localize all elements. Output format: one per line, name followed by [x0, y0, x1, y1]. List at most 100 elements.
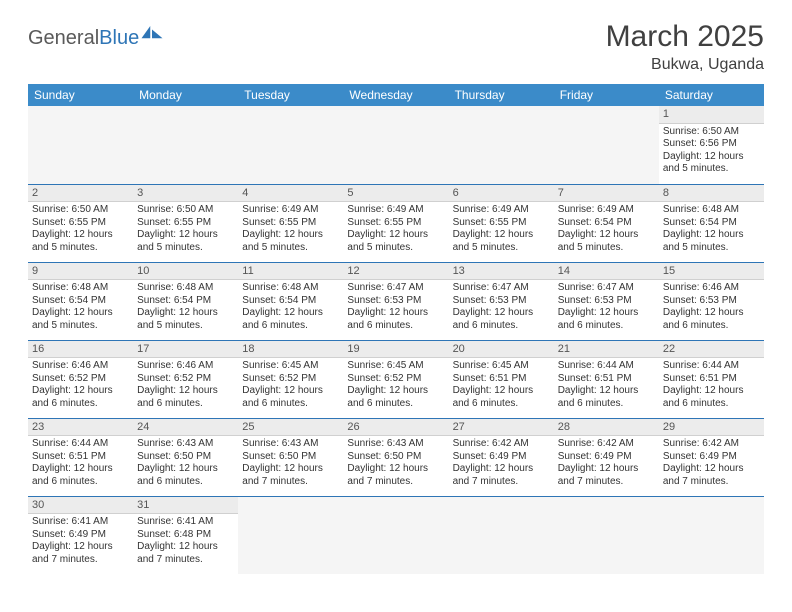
sunset-text: Sunset: 6:49 PM [558, 451, 655, 464]
daylight-text: Daylight: 12 hours and 6 minutes. [242, 385, 339, 410]
daylight-text: Daylight: 12 hours and 6 minutes. [558, 307, 655, 332]
sunset-text: Sunset: 6:49 PM [453, 451, 550, 464]
daylight-text: Daylight: 12 hours and 5 minutes. [558, 229, 655, 254]
calendar-cell: 31Sunrise: 6:41 AMSunset: 6:48 PMDayligh… [133, 496, 238, 574]
sail-icon [141, 26, 163, 40]
day-body: Sunrise: 6:50 AMSunset: 6:56 PMDaylight:… [659, 124, 764, 179]
day-body: Sunrise: 6:42 AMSunset: 6:49 PMDaylight:… [449, 436, 554, 491]
calendar-cell: 7Sunrise: 6:49 AMSunset: 6:54 PMDaylight… [554, 184, 659, 262]
daylight-text: Daylight: 12 hours and 6 minutes. [558, 385, 655, 410]
weekday-header: Wednesday [343, 84, 448, 106]
sunrise-text: Sunrise: 6:47 AM [453, 282, 550, 295]
calendar-cell [554, 106, 659, 184]
calendar-cell [343, 106, 448, 184]
calendar-cell: 13Sunrise: 6:47 AMSunset: 6:53 PMDayligh… [449, 262, 554, 340]
sunset-text: Sunset: 6:53 PM [347, 295, 444, 308]
calendar-week-row: 9Sunrise: 6:48 AMSunset: 6:54 PMDaylight… [28, 262, 764, 340]
daylight-text: Daylight: 12 hours and 7 minutes. [663, 463, 760, 488]
sunrise-text: Sunrise: 6:48 AM [32, 282, 129, 295]
sunset-text: Sunset: 6:51 PM [453, 373, 550, 386]
sunset-text: Sunset: 6:48 PM [137, 529, 234, 542]
day-number: 17 [133, 341, 238, 359]
calendar-cell: 17Sunrise: 6:46 AMSunset: 6:52 PMDayligh… [133, 340, 238, 418]
day-body: Sunrise: 6:44 AMSunset: 6:51 PMDaylight:… [554, 358, 659, 413]
logo-text-1: General [28, 27, 99, 50]
sunset-text: Sunset: 6:49 PM [32, 529, 129, 542]
day-body: Sunrise: 6:48 AMSunset: 6:54 PMDaylight:… [133, 280, 238, 335]
calendar-cell: 11Sunrise: 6:48 AMSunset: 6:54 PMDayligh… [238, 262, 343, 340]
sunrise-text: Sunrise: 6:41 AM [137, 516, 234, 529]
day-number: 12 [343, 263, 448, 281]
day-body: Sunrise: 6:45 AMSunset: 6:52 PMDaylight:… [343, 358, 448, 413]
day-body: Sunrise: 6:42 AMSunset: 6:49 PMDaylight:… [659, 436, 764, 491]
day-number: 9 [28, 263, 133, 281]
day-body: Sunrise: 6:45 AMSunset: 6:51 PMDaylight:… [449, 358, 554, 413]
sunrise-text: Sunrise: 6:48 AM [663, 204, 760, 217]
calendar-week-row: 23Sunrise: 6:44 AMSunset: 6:51 PMDayligh… [28, 418, 764, 496]
daylight-text: Daylight: 12 hours and 6 minutes. [32, 463, 129, 488]
weekday-header: Monday [133, 84, 238, 106]
calendar-cell: 5Sunrise: 6:49 AMSunset: 6:55 PMDaylight… [343, 184, 448, 262]
sunrise-text: Sunrise: 6:46 AM [137, 360, 234, 373]
calendar-cell: 23Sunrise: 6:44 AMSunset: 6:51 PMDayligh… [28, 418, 133, 496]
calendar-cell: 1Sunrise: 6:50 AMSunset: 6:56 PMDaylight… [659, 106, 764, 184]
sunrise-text: Sunrise: 6:50 AM [663, 126, 760, 139]
calendar-cell: 8Sunrise: 6:48 AMSunset: 6:54 PMDaylight… [659, 184, 764, 262]
calendar-table: Sunday Monday Tuesday Wednesday Thursday… [28, 84, 764, 574]
sunrise-text: Sunrise: 6:43 AM [242, 438, 339, 451]
day-body: Sunrise: 6:49 AMSunset: 6:54 PMDaylight:… [554, 202, 659, 257]
daylight-text: Daylight: 12 hours and 6 minutes. [663, 307, 760, 332]
day-body: Sunrise: 6:43 AMSunset: 6:50 PMDaylight:… [343, 436, 448, 491]
title-block: March 2025 Bukwa, Uganda [606, 20, 764, 74]
day-number: 13 [449, 263, 554, 281]
daylight-text: Daylight: 12 hours and 7 minutes. [242, 463, 339, 488]
daylight-text: Daylight: 12 hours and 7 minutes. [453, 463, 550, 488]
daylight-text: Daylight: 12 hours and 5 minutes. [242, 229, 339, 254]
day-number: 24 [133, 419, 238, 437]
day-number: 5 [343, 185, 448, 203]
calendar-cell: 27Sunrise: 6:42 AMSunset: 6:49 PMDayligh… [449, 418, 554, 496]
calendar-cell [28, 106, 133, 184]
calendar-cell [659, 496, 764, 574]
sunset-text: Sunset: 6:52 PM [137, 373, 234, 386]
day-body: Sunrise: 6:46 AMSunset: 6:53 PMDaylight:… [659, 280, 764, 335]
sunset-text: Sunset: 6:50 PM [347, 451, 444, 464]
sunset-text: Sunset: 6:55 PM [453, 217, 550, 230]
sunset-text: Sunset: 6:54 PM [558, 217, 655, 230]
calendar-cell [449, 106, 554, 184]
daylight-text: Daylight: 12 hours and 5 minutes. [137, 229, 234, 254]
day-number: 18 [238, 341, 343, 359]
sunset-text: Sunset: 6:52 PM [32, 373, 129, 386]
weekday-header: Friday [554, 84, 659, 106]
calendar-cell: 12Sunrise: 6:47 AMSunset: 6:53 PMDayligh… [343, 262, 448, 340]
day-number: 4 [238, 185, 343, 203]
day-number: 10 [133, 263, 238, 281]
day-number: 23 [28, 419, 133, 437]
sunrise-text: Sunrise: 6:50 AM [32, 204, 129, 217]
sunset-text: Sunset: 6:55 PM [137, 217, 234, 230]
day-number: 29 [659, 419, 764, 437]
weekday-header: Saturday [659, 84, 764, 106]
calendar-cell [238, 106, 343, 184]
sunrise-text: Sunrise: 6:44 AM [32, 438, 129, 451]
calendar-cell [238, 496, 343, 574]
sunrise-text: Sunrise: 6:49 AM [347, 204, 444, 217]
day-body: Sunrise: 6:47 AMSunset: 6:53 PMDaylight:… [449, 280, 554, 335]
sunset-text: Sunset: 6:55 PM [242, 217, 339, 230]
day-number: 7 [554, 185, 659, 203]
daylight-text: Daylight: 12 hours and 7 minutes. [137, 541, 234, 566]
sunrise-text: Sunrise: 6:49 AM [242, 204, 339, 217]
sunset-text: Sunset: 6:51 PM [663, 373, 760, 386]
calendar-cell: 21Sunrise: 6:44 AMSunset: 6:51 PMDayligh… [554, 340, 659, 418]
calendar-cell [343, 496, 448, 574]
sunset-text: Sunset: 6:53 PM [453, 295, 550, 308]
sunset-text: Sunset: 6:50 PM [137, 451, 234, 464]
day-number: 26 [343, 419, 448, 437]
sunset-text: Sunset: 6:51 PM [32, 451, 129, 464]
daylight-text: Daylight: 12 hours and 5 minutes. [663, 151, 760, 176]
daylight-text: Daylight: 12 hours and 5 minutes. [32, 307, 129, 332]
sunset-text: Sunset: 6:55 PM [347, 217, 444, 230]
day-number: 6 [449, 185, 554, 203]
daylight-text: Daylight: 12 hours and 6 minutes. [242, 307, 339, 332]
day-body: Sunrise: 6:44 AMSunset: 6:51 PMDaylight:… [659, 358, 764, 413]
